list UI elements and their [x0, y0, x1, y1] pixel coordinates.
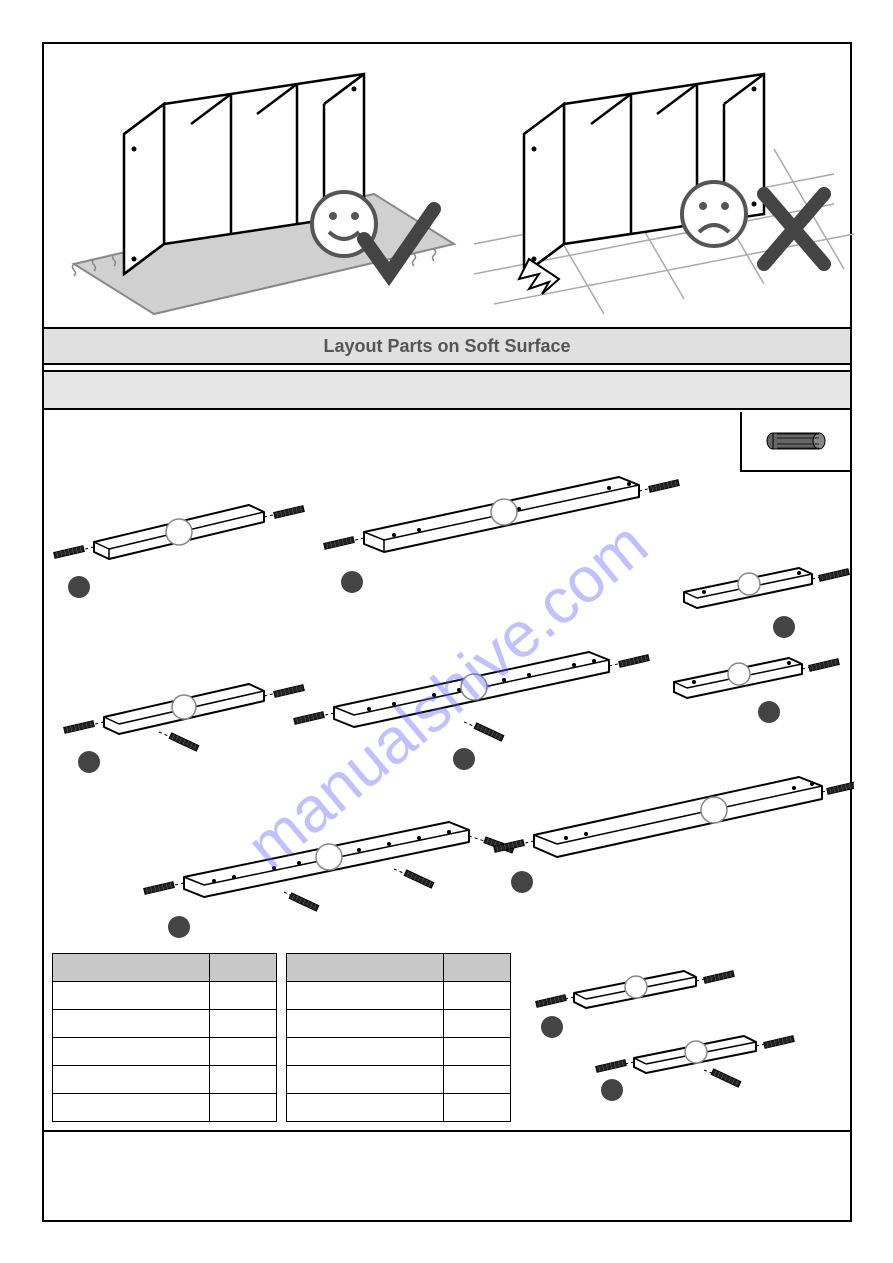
surface-warning-section [44, 44, 850, 329]
page-frame: Layout Parts on Soft Surface [42, 42, 852, 1222]
parts-table-b [286, 953, 511, 1122]
banner: Layout Parts on Soft Surface [44, 329, 850, 365]
parts-table-a [52, 953, 277, 1122]
wooden-dowel-icon [761, 426, 831, 456]
banner-text: Layout Parts on Soft Surface [323, 336, 570, 357]
surface-warning-illustration [44, 44, 854, 329]
diagram-area [44, 412, 850, 1132]
step-header [44, 370, 850, 410]
hardware-callout [740, 412, 850, 472]
